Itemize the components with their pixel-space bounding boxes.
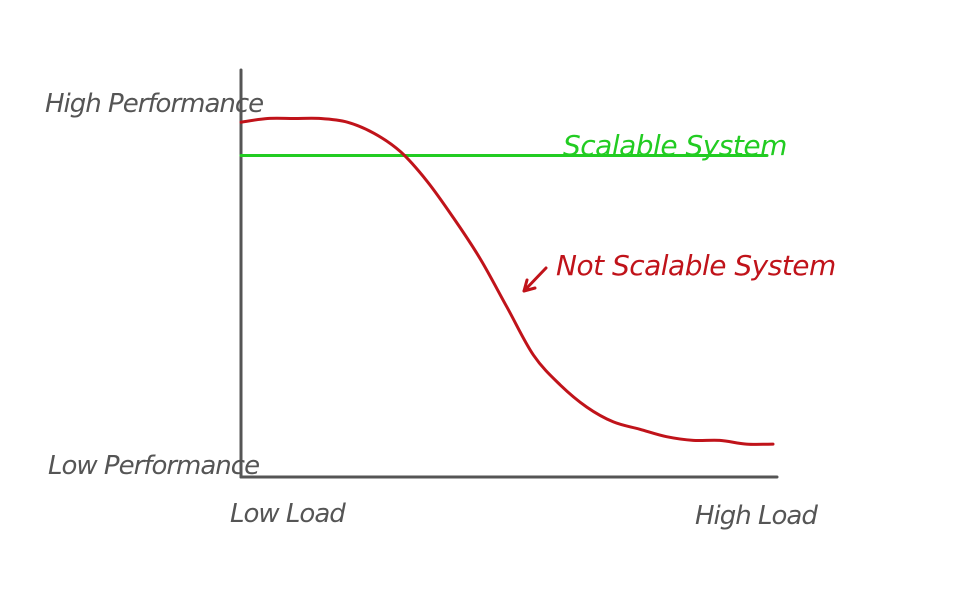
annotation-arrow-icon	[522, 266, 548, 293]
x-axis-min-label: Low Load	[230, 499, 346, 529]
x-axis-max-label: High Load	[695, 501, 818, 531]
y-axis-max-label: High Performance	[45, 89, 263, 119]
series-line-not-scalable-system	[239, 116, 775, 446]
y-axis-min-label: Low Performance	[48, 451, 259, 481]
annotation-not-scalable-system: Not Scalable System	[556, 249, 836, 282]
annotation-scalable-system: Scalable System	[563, 129, 787, 162]
